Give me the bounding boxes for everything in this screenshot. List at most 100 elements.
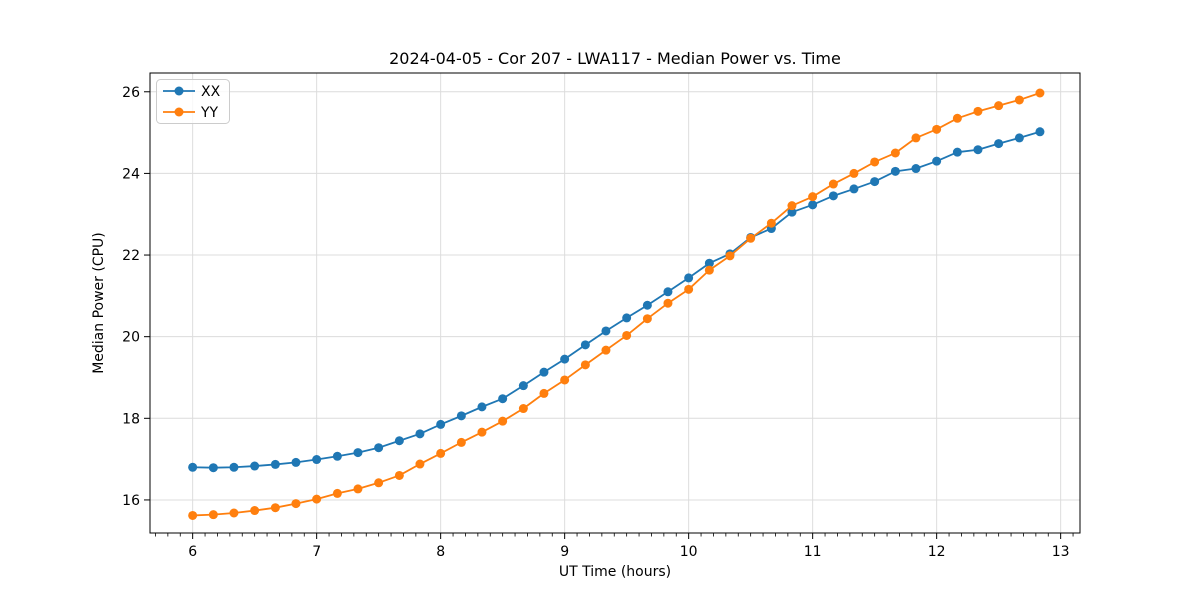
series-xx-point [188, 462, 198, 472]
series-xx-point [663, 287, 673, 297]
series-xx-point [477, 402, 487, 412]
series-xx-point [684, 273, 694, 283]
series-yy-point [932, 124, 942, 134]
series-yy-point [436, 448, 446, 458]
series-xx-point [250, 461, 260, 471]
series-xx-point [994, 139, 1004, 149]
y-tick-label-16: 16 [122, 493, 140, 509]
series-yy-point [911, 133, 921, 143]
series-xx-point [849, 184, 859, 194]
series-xx-point [932, 156, 942, 166]
series-yy-point [415, 459, 425, 469]
series-xx-point [1035, 127, 1045, 137]
series-yy-point [250, 506, 260, 516]
series-yy-point [973, 106, 983, 116]
series-yy-point [994, 101, 1004, 111]
series-yy-point [477, 427, 487, 437]
series-xx-point [291, 457, 301, 467]
series-xx-point [890, 166, 900, 176]
x-tick-label-12: 12 [928, 544, 946, 560]
series-xx-point [518, 381, 528, 391]
series-xx-line [191, 130, 1041, 469]
series-xx-point [394, 436, 404, 446]
y-tick-label-18: 18 [122, 411, 140, 427]
series-xx-point [828, 191, 838, 201]
x-tick-label-13: 13 [1052, 544, 1070, 560]
series-yy-point [663, 298, 673, 308]
series-xx-point [787, 207, 797, 217]
series-xx-point [622, 313, 632, 323]
series-yy-point [766, 218, 776, 228]
series-yy-point [188, 510, 198, 520]
legend-marker-xx-icon [174, 86, 184, 96]
series-yy-point [1014, 95, 1024, 105]
series-xx-point [1014, 133, 1024, 143]
series-xx-point [498, 394, 508, 404]
series-xx-point [580, 340, 590, 350]
series-xx-point [560, 354, 570, 364]
series-yy-point [560, 375, 570, 385]
x-tick-label-10: 10 [680, 544, 698, 560]
x-tick-label-9: 9 [560, 544, 569, 560]
series-yy-point [456, 437, 466, 447]
series-yy-point [870, 157, 880, 167]
series-yy-point [952, 113, 962, 123]
series-xx-point [704, 258, 714, 268]
y-tick-label-24: 24 [122, 166, 140, 182]
series-yy-point [642, 314, 652, 324]
legend-label-xx: XX [201, 84, 221, 100]
series-yy-point [518, 404, 528, 414]
legend: XX YY [156, 79, 230, 124]
series-yy-point [291, 499, 301, 509]
series-yy-point [849, 168, 859, 178]
series-xx-point [973, 145, 983, 155]
series-yy-point [374, 478, 384, 488]
series-yy-point [808, 192, 818, 202]
series-yy-point [622, 330, 632, 340]
series-yy-point [312, 494, 322, 504]
y-tick-label-20: 20 [122, 330, 140, 346]
x-tick-label-8: 8 [436, 544, 445, 560]
series-yy-line [191, 92, 1041, 517]
series-yy-point [601, 345, 611, 355]
series-xx-point [436, 419, 446, 429]
series-yy-point [270, 503, 280, 513]
grid-layer [150, 73, 1080, 533]
series-yy-point [229, 508, 239, 518]
series-yy-point [539, 388, 549, 398]
series-xx-point [952, 147, 962, 157]
series-xx-point [353, 448, 363, 458]
series-xx-point [456, 411, 466, 421]
series-xx-point [911, 164, 921, 174]
series-yy-markers [188, 88, 1045, 520]
series-layer [188, 88, 1045, 520]
series-xx-point [539, 367, 549, 377]
series-xx-point [270, 459, 280, 469]
series-yy-point [580, 360, 590, 370]
series-yy-point [725, 251, 735, 261]
series-xx-point [601, 326, 611, 336]
series-yy-point [353, 484, 363, 494]
y-tick-label-22: 22 [122, 248, 140, 264]
x-tick-label-6: 6 [188, 544, 197, 560]
legend-label-yy: YY [200, 105, 219, 121]
legend-entry-yy: YY [163, 105, 219, 121]
x-axis-label: UT Time (hours) [559, 564, 671, 580]
series-xx-point [312, 455, 322, 465]
series-yy-point [746, 233, 756, 243]
series-yy-point [394, 470, 404, 480]
x-tick-label-7: 7 [312, 544, 321, 560]
series-yy-point [208, 510, 218, 520]
series-yy-point [890, 148, 900, 158]
series-xx-point [808, 200, 818, 210]
legend-marker-yy-icon [174, 107, 184, 117]
series-yy-point [828, 179, 838, 189]
y-tick-label-26: 26 [122, 85, 140, 101]
legend-entry-xx: XX [163, 84, 221, 100]
series-yy-point [332, 488, 342, 498]
series-xx-point [208, 463, 218, 473]
series-xx-point [374, 443, 384, 453]
series-xx-point [332, 451, 342, 461]
